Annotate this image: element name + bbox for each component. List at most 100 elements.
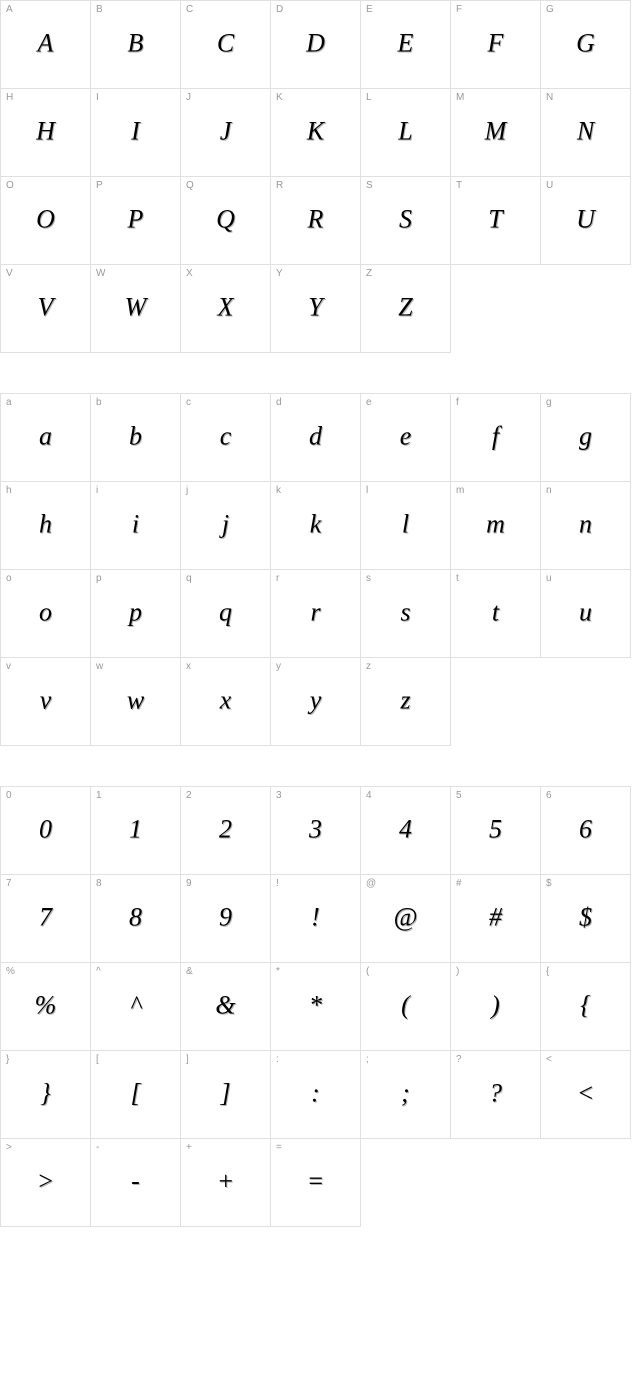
glyph-cell[interactable]: II	[91, 89, 181, 177]
glyph-cell[interactable]: 77	[1, 875, 91, 963]
glyph-cell[interactable]: QQ	[181, 177, 271, 265]
glyph-cell[interactable]: &&	[181, 963, 271, 1051]
glyph-character: i	[132, 509, 139, 539]
glyph-character: P	[128, 204, 144, 234]
glyph-cell[interactable]: 66	[541, 787, 631, 875]
glyph-cell[interactable]: cc	[181, 394, 271, 482]
glyph-cell[interactable]: 22	[181, 787, 271, 875]
glyph-cell[interactable]: XX	[181, 265, 271, 353]
glyph-cell[interactable]: jj	[181, 482, 271, 570]
glyph-cell[interactable]: YY	[271, 265, 361, 353]
glyph-character: b	[129, 421, 142, 451]
glyph-cell[interactable]: BB	[91, 1, 181, 89]
glyph-cell[interactable]: ((	[361, 963, 451, 1051]
glyph-cell[interactable]: kk	[271, 482, 361, 570]
glyph-cell[interactable]: GG	[541, 1, 631, 89]
glyph-cell[interactable]: uu	[541, 570, 631, 658]
glyph-cell[interactable]: xx	[181, 658, 271, 746]
glyph-label: d	[276, 397, 282, 408]
glyph-cell[interactable]: bb	[91, 394, 181, 482]
glyph-cell[interactable]: aa	[1, 394, 91, 482]
glyph-character: ?	[489, 1078, 502, 1108]
glyph-cell[interactable]: --	[91, 1139, 181, 1227]
glyph-cell[interactable]: ee	[361, 394, 451, 482]
glyph-cell[interactable]: gg	[541, 394, 631, 482]
glyph-cell[interactable]: VV	[1, 265, 91, 353]
glyph-cell[interactable]: hh	[1, 482, 91, 570]
glyph-cell[interactable]: >>	[1, 1139, 91, 1227]
glyph-cell[interactable]: DD	[271, 1, 361, 89]
glyph-label: 7	[6, 878, 12, 889]
glyph-cell[interactable]: ;;	[361, 1051, 451, 1139]
glyph-cell[interactable]: }}	[1, 1051, 91, 1139]
glyph-cell[interactable]: JJ	[181, 89, 271, 177]
glyph-cell[interactable]: qq	[181, 570, 271, 658]
glyph-cell[interactable]: AA	[1, 1, 91, 89]
glyph-cell[interactable]: ^^	[91, 963, 181, 1051]
glyph-cell[interactable]: mm	[451, 482, 541, 570]
glyph-cell[interactable]: ff	[451, 394, 541, 482]
glyph-cell[interactable]: ++	[181, 1139, 271, 1227]
glyph-cell[interactable]: NN	[541, 89, 631, 177]
glyph-cell[interactable]: PP	[91, 177, 181, 265]
glyph-cell[interactable]: 11	[91, 787, 181, 875]
glyph-label: N	[546, 92, 553, 103]
glyph-cell[interactable]: nn	[541, 482, 631, 570]
glyph-cell[interactable]: ]]	[181, 1051, 271, 1139]
glyph-cell[interactable]: ii	[91, 482, 181, 570]
glyph-cell[interactable]: RR	[271, 177, 361, 265]
glyph-cell[interactable]: @@	[361, 875, 451, 963]
glyph-cell[interactable]: ll	[361, 482, 451, 570]
glyph-label: c	[186, 397, 191, 408]
glyph-cell[interactable]: TT	[451, 177, 541, 265]
glyph-cell[interactable]: {{	[541, 963, 631, 1051]
glyph-cell[interactable]: pp	[91, 570, 181, 658]
glyph-cell[interactable]: ww	[91, 658, 181, 746]
glyph-cell[interactable]: KK	[271, 89, 361, 177]
glyph-cell[interactable]: UU	[541, 177, 631, 265]
glyph-cell[interactable]: oo	[1, 570, 91, 658]
glyph-character: -	[131, 1166, 140, 1196]
glyph-cell[interactable]: !!	[271, 875, 361, 963]
glyph-cell[interactable]: **	[271, 963, 361, 1051]
glyph-cell[interactable]: ??	[451, 1051, 541, 1139]
glyph-cell[interactable]: ==	[271, 1139, 361, 1227]
glyph-cell[interactable]: $$	[541, 875, 631, 963]
glyph-cell[interactable]: <<	[541, 1051, 631, 1139]
glyph-cell[interactable]: dd	[271, 394, 361, 482]
glyph-cell[interactable]: yy	[271, 658, 361, 746]
glyph-cell[interactable]: ZZ	[361, 265, 451, 353]
glyph-cell[interactable]: MM	[451, 89, 541, 177]
glyph-cell[interactable]: EE	[361, 1, 451, 89]
glyph-cell[interactable]: SS	[361, 177, 451, 265]
glyph-character: D	[306, 28, 325, 58]
glyph-cell[interactable]: %%	[1, 963, 91, 1051]
glyph-cell[interactable]: WW	[91, 265, 181, 353]
glyph-cell[interactable]: [[	[91, 1051, 181, 1139]
glyph-cell[interactable]: ::	[271, 1051, 361, 1139]
glyph-cell[interactable]: rr	[271, 570, 361, 658]
glyph-cell[interactable]: vv	[1, 658, 91, 746]
glyph-character: y	[310, 685, 322, 715]
glyph-cell[interactable]: 33	[271, 787, 361, 875]
glyph-cell[interactable]: HH	[1, 89, 91, 177]
glyph-cell[interactable]: zz	[361, 658, 451, 746]
glyph-cell[interactable]: 99	[181, 875, 271, 963]
glyph-cell[interactable]: ##	[451, 875, 541, 963]
glyph-cell[interactable]: tt	[451, 570, 541, 658]
glyph-cell[interactable]: OO	[1, 177, 91, 265]
glyph-cell[interactable]: CC	[181, 1, 271, 89]
glyph-label: H	[6, 92, 13, 103]
glyph-cell[interactable]: LL	[361, 89, 451, 177]
glyph-cell[interactable]: ))	[451, 963, 541, 1051]
glyph-character: U	[576, 204, 595, 234]
glyph-character: J	[220, 116, 232, 146]
glyph-character: M	[485, 116, 507, 146]
glyph-cell[interactable]: 44	[361, 787, 451, 875]
glyph-cell[interactable]: 55	[451, 787, 541, 875]
glyph-cell[interactable]: FF	[451, 1, 541, 89]
glyph-cell[interactable]: ss	[361, 570, 451, 658]
glyph-cell[interactable]: 88	[91, 875, 181, 963]
glyph-character: <	[577, 1078, 595, 1108]
glyph-cell[interactable]: 00	[1, 787, 91, 875]
